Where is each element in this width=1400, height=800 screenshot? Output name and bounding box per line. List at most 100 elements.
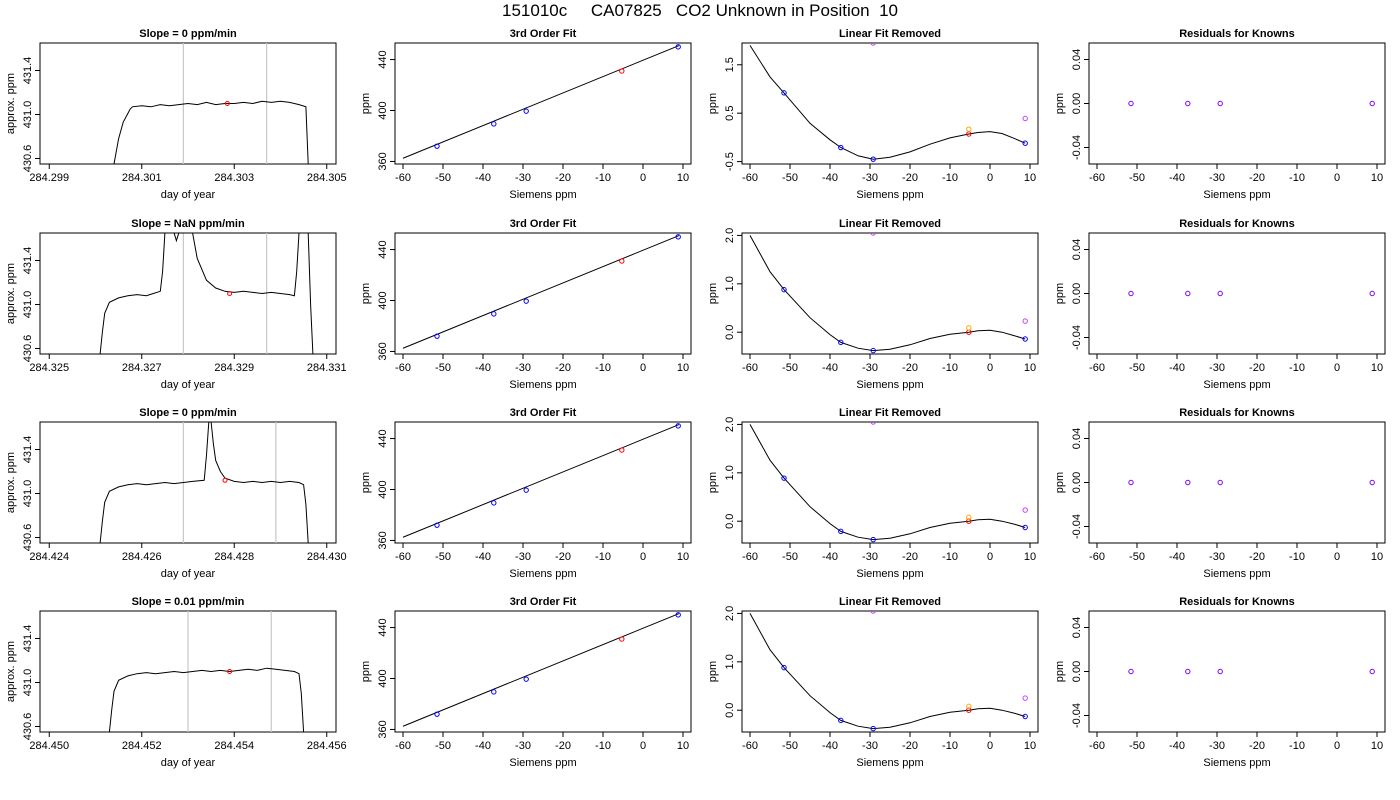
y-axis-label: ppm: [1054, 283, 1066, 304]
x-axis-label: Siemens ppm: [1203, 757, 1270, 769]
data-point: [1369, 668, 1375, 675]
plot-data: [99, 422, 309, 543]
x-tick-label: -60: [742, 362, 758, 374]
data-point: [1022, 318, 1028, 324]
panel-title: Linear Fit Removed: [839, 218, 941, 230]
data-point: [870, 536, 876, 543]
x-tick-label: -60: [1089, 172, 1105, 184]
data-point: [781, 664, 787, 671]
x-tick-label: -10: [1289, 172, 1305, 184]
x-tick-label: 10: [1371, 551, 1383, 563]
data-point: [675, 423, 681, 429]
y-axis-label: ppm: [707, 283, 719, 304]
mean-marker: [224, 101, 230, 106]
x-axis-label: day of year: [161, 757, 216, 769]
y-tick-label: 400: [377, 669, 389, 687]
x-axis-label: Siemens ppm: [1203, 189, 1270, 201]
y-tick-label: 1.0: [724, 465, 736, 480]
x-tick-label: -50: [435, 362, 451, 374]
y-axis-label: approx. ppm: [5, 452, 17, 513]
y-axis-label: ppm: [360, 472, 372, 493]
plot-data: [402, 234, 681, 349]
panel-title: Slope = NaN ppm/min: [131, 218, 245, 230]
y-tick-label: 2.0: [724, 228, 736, 243]
x-tick-label: -20: [1249, 362, 1265, 374]
y-tick-label: 1.0: [724, 654, 736, 669]
data-point: [966, 703, 972, 710]
plot-frame: [394, 421, 692, 544]
x-tick-label: -50: [435, 172, 451, 184]
data-point: [1128, 479, 1134, 486]
x-axis-label: day of year: [161, 568, 216, 580]
x-tick-label: -30: [515, 362, 531, 374]
panel-fit-row1: 3rd Order Fit -60 -50 -40 -30 -20 -10 0 10 360 400…: [360, 28, 692, 201]
x-tick-label: 284.430: [307, 551, 347, 563]
data-point: [1128, 290, 1134, 297]
y-axis-label: approx. ppm: [5, 641, 17, 702]
data-point: [619, 636, 625, 642]
y-axis-label: ppm: [1054, 661, 1066, 682]
data-point: [491, 121, 497, 127]
fit-line: [402, 235, 680, 349]
x-tick-label: -40: [822, 740, 838, 752]
panel-slope-row1: Slope = 0 ppm/min 284.299 284.301 284.303 28…: [5, 28, 347, 201]
x-tick-label: -20: [1249, 740, 1265, 752]
plot-frame: [394, 232, 692, 355]
data-point: [1185, 100, 1191, 107]
x-tick-label: -20: [902, 172, 918, 184]
data-point: [1022, 507, 1028, 513]
data-point: [966, 707, 972, 713]
x-tick-label: -60: [1089, 362, 1105, 374]
y-axis-label: ppm: [1054, 472, 1066, 493]
panel-title: 3rd Order Fit: [510, 407, 577, 419]
x-tick-label: -40: [1169, 551, 1185, 563]
x-tick-label: 284.305: [307, 172, 347, 184]
x-tick-label: -30: [1209, 551, 1225, 563]
data-point: [838, 717, 844, 724]
panel-title: Residuals for Knowns: [1179, 218, 1295, 230]
x-tick-label: 284.424: [29, 551, 69, 563]
y-tick-label: -0.04: [1071, 514, 1083, 539]
data-point: [966, 325, 972, 331]
page-title: 151010c CA07825 CO2 Unknown in Position …: [502, 1, 898, 20]
x-tick-label: 10: [1024, 740, 1036, 752]
y-tick-label: 0.04: [1071, 49, 1083, 70]
x-tick-label: -10: [942, 551, 958, 563]
data-point: [491, 500, 497, 506]
mean-marker: [222, 477, 228, 483]
y-tick-label: 440: [377, 618, 389, 636]
y-tick-label: 400: [377, 291, 389, 309]
panel-slope-row3: Slope = 0 ppm/min 284.424 284.426 284.428 28…: [5, 407, 347, 580]
co2-trace-line: [99, 422, 309, 543]
x-tick-label: -10: [1289, 362, 1305, 374]
mean-marker: [227, 669, 233, 674]
x-tick-label: -60: [1089, 551, 1105, 563]
x-tick-label: 0: [1334, 362, 1340, 374]
data-point: [1217, 668, 1223, 675]
data-point: [619, 258, 625, 264]
x-tick-label: 0: [640, 362, 646, 374]
data-point: [619, 68, 625, 74]
x-tick-label: -10: [595, 362, 611, 374]
x-tick-label: -30: [515, 172, 531, 184]
y-tick-label: -0.04: [1071, 703, 1083, 728]
y-tick-label: 430.6: [22, 713, 34, 741]
y-tick-label: 431.4: [22, 57, 34, 85]
x-tick-label: 10: [1024, 172, 1036, 184]
data-point: [619, 447, 625, 453]
data-point: [870, 725, 876, 732]
y-tick-label: 431.0: [22, 101, 34, 129]
data-point: [781, 286, 787, 293]
data-point: [870, 156, 876, 162]
x-tick-label: 284.456: [307, 740, 347, 752]
co2-trace-line: [108, 667, 305, 732]
data-point: [1128, 100, 1134, 107]
cubic-curve: [749, 613, 1026, 730]
x-tick-label: -50: [782, 172, 798, 184]
plot-data: [402, 612, 681, 727]
x-tick-label: -10: [595, 740, 611, 752]
x-tick-label: -60: [395, 172, 411, 184]
x-tick-label: -20: [555, 362, 571, 374]
y-axis-label: approx. ppm: [5, 263, 17, 324]
panel-title: 3rd Order Fit: [510, 28, 577, 40]
